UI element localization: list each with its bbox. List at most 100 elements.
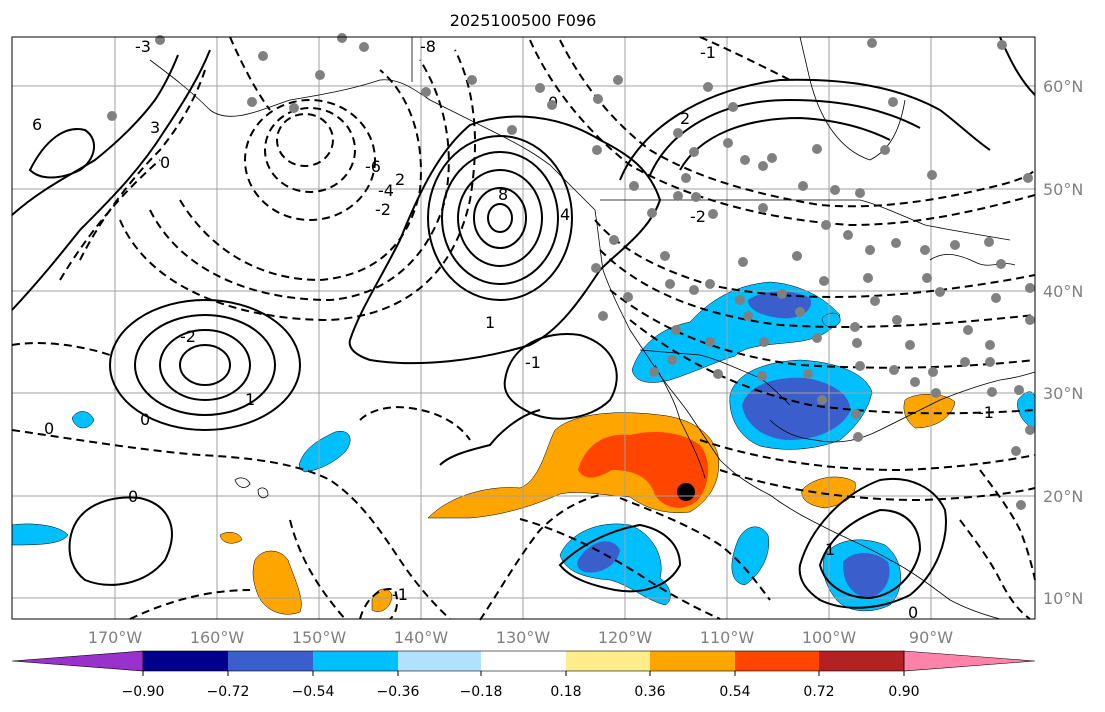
contour-trough-west-2 [59, 159, 161, 281]
colorbar-tick-label: 0.18 [550, 684, 581, 700]
contour-high-north-pacific-5 [487, 203, 513, 233]
colorbar-segment [819, 651, 904, 671]
contour-high-subtropic-1 [109, 299, 301, 431]
contour-label: -2 [690, 207, 706, 226]
orange-region-small-e [903, 394, 956, 429]
storm-marker [677, 483, 695, 501]
hawaii-2 [257, 487, 269, 499]
contours-positive [11, 36, 1036, 609]
colorbar-tick-label: 0.90 [888, 684, 919, 700]
colorbar-segment [481, 651, 566, 671]
contour-eq-4 [479, 494, 601, 621]
map-title: 2025100500 F096 [450, 11, 597, 30]
contour-west-3 [28, 128, 95, 179]
graticule [12, 37, 1035, 619]
orange-region-small-c [219, 532, 243, 544]
contour-high-subtropic-3 [159, 329, 251, 401]
contour-label: 4 [560, 205, 570, 224]
red-region-main [578, 432, 709, 508]
colorbar-segment [228, 651, 313, 671]
contour-west-1 [11, 54, 179, 216]
border-us-canada [600, 199, 1011, 241]
lat-label: 40°N [1043, 282, 1083, 301]
coastlines [149, 36, 1036, 620]
contour-label: -2 [180, 327, 196, 346]
lat-label: 50°N [1043, 180, 1083, 199]
contour-high-north-pacific-1 [427, 135, 573, 301]
lon-label: 110°W [700, 628, 755, 647]
contour-eq-8 [359, 588, 399, 620]
contour-label: 3 [150, 118, 160, 137]
lat-label: 20°N [1043, 487, 1083, 506]
lon-label: 170°W [88, 628, 143, 647]
contour-high-subtropic-4 [179, 344, 231, 386]
lon-label: 120°W [598, 628, 653, 647]
contour-high-north-pacific-3 [457, 169, 543, 267]
contour-se-2 [979, 469, 1036, 581]
contour-label: -1 [525, 353, 541, 372]
colorbar-tick-label: 0.36 [634, 684, 665, 700]
contour-eq-7 [129, 589, 251, 620]
colorbar-segment [398, 651, 481, 671]
contour-low-hawaii [68, 496, 173, 586]
contour-ne-high-1 [619, 78, 991, 181]
contour-label: 0 [128, 487, 138, 506]
colorbar: −0.90 −0.72 −0.54 −0.36 −0.18 0.18 0.36 … [11, 650, 1036, 700]
contour-label: -1 [978, 403, 994, 422]
contour-east-trough-6 [629, 319, 1036, 415]
contour-label: 0 [44, 419, 54, 438]
contour-label: -2 [375, 200, 391, 219]
lon-label: 130°W [496, 628, 551, 647]
lat-label: 10°N [1043, 589, 1083, 608]
contour-eq-1 [11, 429, 451, 620]
coast-alaska [149, 59, 596, 211]
contour-se [959, 519, 1031, 620]
contour-high-subtropic-2 [134, 314, 276, 416]
colorbar-segment [143, 651, 228, 671]
contour-label: 1 [485, 313, 495, 332]
lon-label: 100°W [802, 628, 857, 647]
colorbar-segment [313, 651, 398, 671]
contour-label: 1 [245, 390, 255, 409]
contour-eq-6 [619, 497, 771, 601]
contour-east-trough-1 [559, 39, 1036, 208]
colorbar-segment [650, 651, 735, 671]
blue-dark-region-eastern-pacific [577, 541, 620, 573]
blue-region-small-c [71, 411, 95, 429]
lat-label: 60°N [1043, 77, 1083, 96]
colorbar-tick-label: −0.18 [460, 684, 503, 700]
contour-label: 0 [140, 410, 150, 429]
contour-label: 0 [160, 153, 170, 172]
contour-eq-3 [289, 519, 346, 620]
colorbar-tick-label: −0.36 [377, 684, 420, 700]
contour-low-gulf-alaska-2 [264, 107, 356, 193]
contour-south-3 [818, 508, 922, 600]
contour-label: -3 [135, 37, 151, 56]
contour-south-2 [798, 478, 947, 609]
contours-negative [11, 36, 1036, 621]
contour-eq-5 [519, 518, 721, 620]
contour-label: 2 [680, 109, 690, 128]
blue-region-small-f [821, 312, 841, 328]
coast-mexico [719, 459, 1001, 620]
blue-region-small-a [731, 526, 770, 586]
hudson [799, 36, 906, 161]
lat-label: 30°N [1043, 384, 1083, 403]
lon-label: 140°W [394, 628, 449, 647]
contour-label: -1 [392, 585, 408, 604]
colorbar-extend-right [903, 650, 1036, 672]
contour-low-gulf-alaska-3 [276, 113, 334, 167]
contour-high-east-pacific [503, 333, 618, 420]
colorbar-tick-label: 0.54 [719, 684, 750, 700]
lon-label: 90°W [909, 628, 953, 647]
contour-labels: 6 3 0 -3 -6 -8 2 -2 -4 8 4 1 -1 0 2 -1 1… [32, 37, 994, 622]
plot-frame [11, 36, 1036, 620]
colorbar-frame [142, 650, 905, 672]
contour-east-trough-4 [599, 249, 1036, 328]
contour-label: 2 [395, 170, 405, 189]
coast-us-west [594, 209, 721, 461]
colorbar-tick-label: −0.72 [207, 684, 250, 700]
colorbar-segment [735, 651, 819, 671]
lon-label: 150°W [292, 628, 347, 647]
